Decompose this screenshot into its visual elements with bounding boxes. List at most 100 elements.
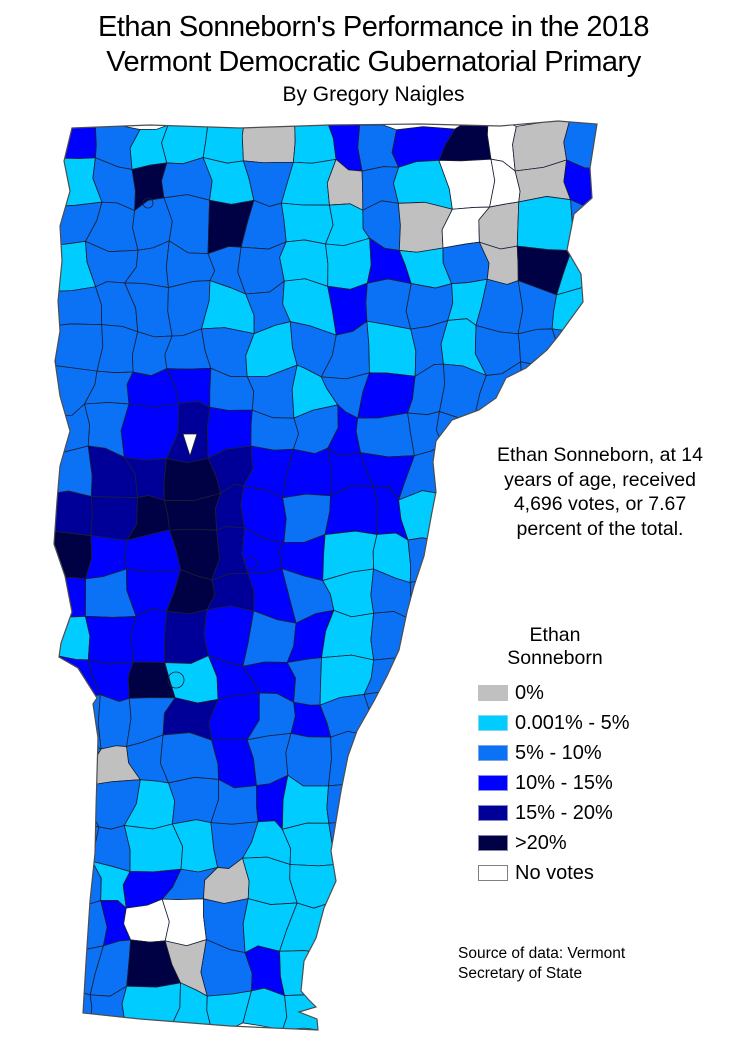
city-enclave-ring	[244, 556, 258, 570]
annotation-text: Ethan Sonneborn, at 14 years of age, rec…	[468, 443, 732, 541]
legend-swatch-5-10pct	[478, 745, 508, 761]
legend-title-line: Ethan	[529, 624, 581, 646]
town-cell	[54, 576, 87, 618]
legend-item-15-20pct: 15% - 20%	[462, 798, 672, 828]
town-cell	[281, 822, 338, 867]
legend-label: 10% - 15%	[515, 771, 613, 794]
page-title-line-1: Ethan Sonneborn's Performance in the 201…	[98, 11, 649, 43]
city-enclave-ring	[167, 671, 185, 689]
town-cell	[54, 286, 103, 328]
town-cell	[54, 900, 108, 953]
source-line: Source of data: Vermont	[458, 945, 626, 962]
town-cell	[411, 943, 449, 994]
town-cell	[408, 743, 453, 787]
city-enclave-ring	[142, 197, 154, 209]
legend-swatch-over-20pct	[478, 835, 508, 851]
legend-label: 0%	[515, 681, 544, 704]
town-cell	[355, 412, 415, 458]
town-cell	[159, 732, 219, 784]
town-cell	[97, 694, 132, 750]
town-cell	[366, 320, 417, 377]
map-legend: Ethan Sonneborn 0% 0.001% - 5% 5% - 10% …	[462, 624, 672, 888]
legend-swatch-10-15pct	[478, 775, 508, 791]
town-cell	[474, 899, 532, 950]
town-cell	[54, 157, 103, 208]
town-cell	[292, 121, 337, 164]
town-cell	[325, 237, 372, 290]
legend-label: No votes	[515, 861, 594, 884]
town-cell	[54, 822, 100, 863]
town-cell	[435, 906, 484, 945]
town-cell	[330, 861, 373, 903]
town-cell	[409, 696, 451, 750]
legend-label: 5% - 10%	[515, 741, 602, 764]
town-cell	[441, 571, 483, 626]
annotation-line: 4,696 votes, or 7.67	[513, 493, 687, 515]
legend-label: 15% - 20%	[515, 801, 613, 824]
town-cell	[54, 445, 93, 497]
town-cell	[241, 856, 298, 905]
town-cell	[563, 361, 596, 418]
town-cell	[54, 121, 97, 159]
town-cell	[202, 121, 246, 164]
town-cell	[409, 903, 449, 953]
town-cell	[281, 991, 339, 1030]
town-cell	[521, 536, 568, 572]
town-cell	[56, 735, 102, 790]
town-cell	[474, 989, 532, 1026]
town-cell	[168, 776, 219, 825]
legend-item-0pct: 0%	[462, 678, 672, 708]
legend-item-0-5pct: 0.001% - 5%	[462, 708, 672, 738]
page-title-line-2: Vermont Democratic Gubernatorial Primary	[106, 46, 641, 78]
town-cell	[512, 899, 560, 950]
town-cell	[563, 121, 597, 169]
town-cell	[479, 537, 532, 577]
town-cell	[525, 566, 568, 614]
town-cell	[409, 651, 446, 708]
town-cell	[356, 899, 416, 953]
town-cell	[439, 986, 487, 1030]
town-cell	[54, 530, 93, 584]
town-cell	[360, 778, 419, 827]
town-cell	[411, 775, 448, 825]
annotation-line: years of age, received	[504, 468, 696, 491]
state-outline	[53, 120, 598, 1031]
town-polygons	[54, 121, 597, 1030]
legend-item-5-10pct: 5% - 10%	[462, 738, 672, 768]
legend-swatch-15-20pct	[478, 805, 508, 821]
town-cell	[554, 899, 597, 943]
town-cell	[407, 860, 442, 908]
town-cell	[206, 572, 255, 612]
town-cell	[130, 608, 168, 664]
town-cell	[360, 947, 414, 994]
town-cell	[285, 732, 332, 787]
town-cell	[96, 324, 139, 374]
byline: By Gregory Naigles	[282, 83, 465, 106]
no-vote-gore	[182, 433, 198, 458]
legend-item-over-20pct: >20%	[462, 828, 672, 858]
town-cell	[363, 689, 418, 745]
town-cell	[54, 785, 100, 828]
town-cell	[410, 817, 442, 869]
legend-label: 0.001% - 5%	[515, 711, 630, 734]
town-cell	[280, 202, 334, 245]
legend-title-line: Sonneborn	[507, 647, 603, 669]
town-cell	[516, 196, 574, 252]
town-cell	[121, 982, 181, 1030]
town-cell	[478, 568, 532, 623]
town-cell	[123, 823, 184, 873]
town-cell	[326, 900, 362, 956]
town-cell	[330, 947, 368, 993]
town-cell	[360, 817, 415, 864]
town-cell	[328, 730, 375, 787]
town-cell	[566, 567, 597, 623]
town-cell	[407, 619, 446, 657]
town-cell	[326, 778, 368, 827]
legend-item-no-votes: No votes	[462, 858, 672, 888]
town-cell	[370, 611, 416, 661]
town-cell	[570, 199, 597, 252]
town-cell	[517, 988, 568, 1030]
legend-title: Ethan Sonneborn	[470, 624, 640, 670]
